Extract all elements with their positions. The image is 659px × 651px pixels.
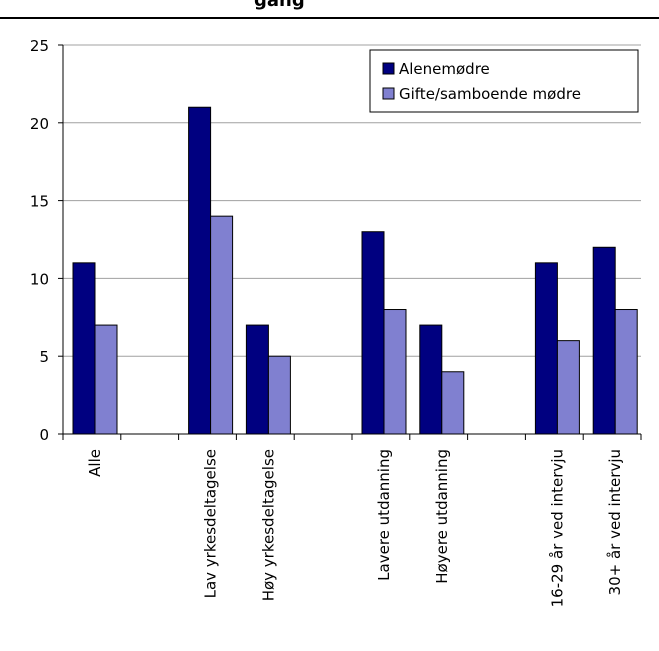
grid-lines: [63, 44, 641, 357]
y-tick-label: 25: [30, 37, 49, 55]
bar-series-2: [614, 309, 638, 435]
x-tick-label: 16-29 år ved intervju: [548, 449, 566, 607]
y-tick-label: 20: [30, 115, 49, 133]
bar-series-1: [592, 246, 616, 435]
bar-series-1: [419, 324, 443, 435]
y-tick-label: 15: [30, 193, 49, 211]
bar-series-1: [72, 262, 96, 435]
x-tick-labels: Alle Lav yrkesdeltagelse Høy yrkesdeltagel…: [86, 449, 624, 607]
y-tick-label: 5: [39, 348, 49, 366]
x-tick-label: Høyere utdanning: [433, 449, 451, 584]
legend: Alenemødre Gifte/samboende mødre: [369, 49, 639, 113]
bar-series-1: [361, 231, 385, 435]
bar-series-1: [534, 262, 558, 435]
legend-swatch: [382, 62, 395, 75]
y-tick-labels: 0 5 10 15 20 25: [30, 37, 49, 444]
chart-title: gang: [254, 0, 305, 11]
x-tick-label: Lav yrkesdeltagelse: [202, 449, 220, 598]
y-tick-label: 0: [39, 426, 49, 444]
bar-series-2: [383, 309, 407, 435]
legend-label: Gifte/samboende mødre: [399, 85, 581, 103]
x-tick-label: Lavere utdanning: [375, 449, 393, 581]
x-tick-label: Høy yrkesdeltagelse: [259, 449, 277, 601]
bar-series-2: [556, 340, 580, 435]
bar-series-2: [267, 355, 291, 435]
y-tick-label: 10: [30, 270, 49, 288]
bar-series-1: [245, 324, 269, 435]
bar-series-2: [210, 215, 234, 435]
bar-series-1: [188, 106, 212, 435]
legend-box: [369, 49, 639, 113]
bar-series-2: [441, 371, 465, 435]
bar-series-2: [94, 324, 118, 435]
title-clip: gang: [254, 0, 305, 11]
x-tick-label: Alle: [86, 449, 104, 477]
legend-label: Alenemødre: [399, 60, 490, 78]
x-tick-label: 30+ år ved intervju: [606, 449, 624, 595]
legend-swatch: [382, 87, 395, 100]
bars: [72, 106, 638, 435]
